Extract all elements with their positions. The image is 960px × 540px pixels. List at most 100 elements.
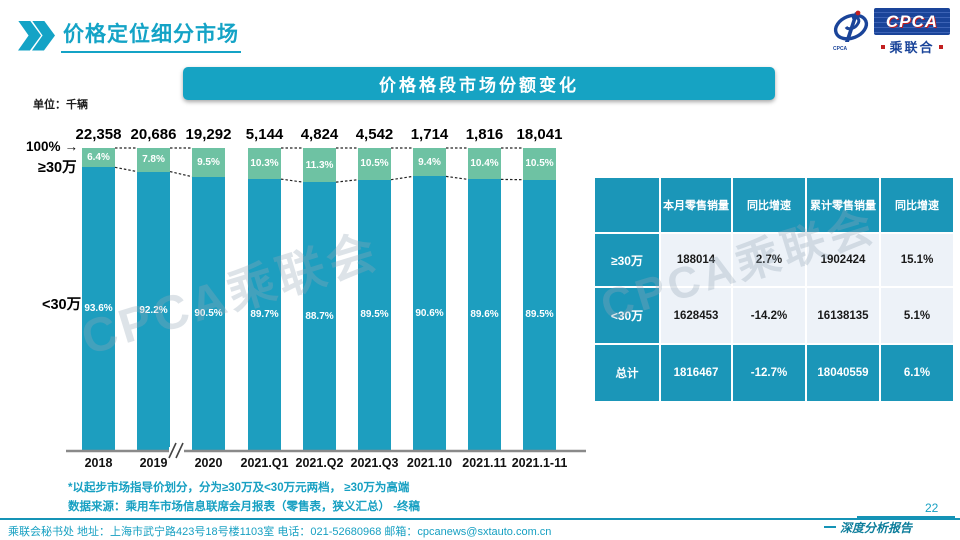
table-cell: 15.1% — [881, 234, 953, 286]
table-row-label: 总计 — [595, 345, 659, 401]
bar-segment-high: 11.3% — [303, 148, 336, 183]
segment-pct-label: 89.7% — [250, 309, 279, 321]
table-cell: 18040559 — [807, 345, 879, 401]
cpca-logo: CPCA CPCA 乘联合 — [831, 8, 950, 56]
footnote: *以起步市场指导价划分，分为≥30万及<30万元两档， ≥30万为高端 — [68, 482, 410, 494]
bar-segment-high: 10.5% — [358, 148, 391, 180]
table-header-cell: 同比增速 — [733, 178, 805, 232]
stacked-bar: 10.5% 89.5% — [358, 148, 391, 450]
stacked-bar: 6.4% 93.6% — [82, 148, 115, 450]
unit-label: 单位：千辆 — [33, 99, 88, 111]
table-cell: 1902424 — [807, 234, 879, 286]
retail-sales-table: 本月零售销量 同比增速 累计零售销量 同比增速 ≥30万 188014 2.7%… — [595, 178, 953, 401]
bar-segment-high: 7.8% — [137, 148, 170, 172]
table-header-cell: 本月零售销量 — [661, 178, 731, 232]
footnote: 数据来源：乘用车市场信息联席会月报表（零售表，狭义汇总） -终稿 — [68, 501, 421, 513]
report-title: 深度分析报告 — [840, 521, 913, 535]
x-axis-label: 2021.Q3 — [350, 456, 399, 470]
table-row-label: ≥30万 — [595, 234, 659, 286]
bar-total-label: 1,714 — [410, 126, 449, 143]
arrow-right-icon: → — [64, 139, 79, 154]
bar-total-label: 1,816 — [465, 126, 504, 143]
table-header-cell: 同比增速 — [881, 178, 953, 232]
report-dash-decor — [824, 526, 836, 528]
series-low-label: <30万 — [42, 297, 82, 313]
segment-pct-label: 10.5% — [360, 158, 389, 170]
bar-segment-low: 89.5% — [358, 179, 391, 450]
segment-pct-label: 6.4% — [87, 152, 110, 164]
stacked-bar: 7.8% 92.2% — [137, 148, 170, 450]
table-header-cell — [595, 178, 659, 232]
bar-segment-low: 93.6% — [82, 167, 115, 450]
x-axis-label: 2021.11 — [462, 456, 507, 470]
segment-pct-label: 9.5% — [197, 156, 220, 168]
bar-total-label: 22,358 — [75, 126, 122, 143]
footer-contact: 乘联会秘书处 地址：上海市武宁路423号18号楼1103室 电话：021-526… — [8, 526, 552, 538]
axis-break-icon — [169, 447, 184, 455]
bar-segment-low: 90.5% — [192, 176, 225, 450]
cpca-cn-name: 乘联合 — [881, 37, 943, 56]
page-title: 价格定位细分市场 — [61, 18, 241, 53]
bar-segment-low: 89.5% — [523, 179, 556, 450]
stacked-bar: 9.4% 90.6% — [413, 148, 446, 450]
red-square-decor — [881, 44, 886, 49]
table-cell: 16138135 — [807, 288, 879, 343]
segment-pct-label: 92.2% — [139, 305, 168, 317]
y-100-text: 100% — [26, 139, 61, 154]
bar-segment-high: 6.4% — [82, 148, 115, 168]
cpca-wordmark: CPCA — [874, 8, 950, 35]
segment-pct-label: 7.8% — [142, 154, 165, 166]
table-cell: -14.2% — [733, 288, 805, 343]
segment-pct-label: 11.3% — [305, 159, 334, 171]
cpca-emblem-icon: CPCA — [831, 8, 871, 54]
bar-total-label: 5,144 — [245, 126, 284, 143]
emblem-caption: CPCA — [833, 46, 848, 52]
table-row-label: <30万 — [595, 288, 659, 343]
bar-total-label: 4,542 — [355, 126, 394, 143]
segment-pct-label: 10.3% — [250, 158, 279, 170]
bar-total-label: 18,041 — [516, 126, 563, 143]
double-chevron-icon — [18, 20, 55, 51]
x-axis-label: 2019 — [139, 456, 168, 470]
table-cell: 5.1% — [881, 288, 953, 343]
x-axis-label: 2021.10 — [406, 456, 453, 470]
x-axis-label: 2021.1-11 — [511, 456, 568, 470]
bar-total-label: 20,686 — [130, 126, 177, 143]
cpca-cn-text: 乘联合 — [889, 40, 935, 55]
chevron-icon — [18, 20, 41, 51]
chevron-icon — [32, 20, 55, 51]
slide-header: 价格定位细分市场 — [18, 18, 241, 53]
segment-pct-label: 10.5% — [525, 158, 554, 170]
bar-segment-high: 10.5% — [523, 148, 556, 180]
table-cell: 1628453 — [661, 288, 731, 343]
table-cell: 2.7% — [733, 234, 805, 286]
page-number: 22 — [925, 501, 939, 515]
table-cell: 1816467 — [661, 345, 731, 401]
bar-segment-high: 9.5% — [192, 148, 225, 177]
bar-segment-high: 9.4% — [413, 148, 446, 177]
segment-pct-label: 90.5% — [194, 307, 223, 319]
bar-segment-low: 89.7% — [248, 179, 281, 450]
red-square-decor — [938, 44, 943, 49]
table-header-cell: 累计零售销量 — [807, 178, 879, 232]
bar-segment-low: 89.6% — [468, 179, 501, 450]
segment-pct-label: 90.6% — [415, 307, 444, 319]
segment-pct-label: 10.4% — [470, 158, 499, 170]
segment-pct-label: 89.6% — [470, 309, 499, 321]
x-axis-label: 2018 — [84, 456, 113, 470]
y-axis-100-label: 100% → — [26, 139, 78, 154]
x-axis-label: 2021.Q2 — [295, 456, 344, 470]
stacked-bar: 10.5% 89.5% — [523, 148, 556, 450]
bar-segment-high: 10.3% — [248, 148, 281, 180]
segment-pct-label: 89.5% — [360, 309, 389, 321]
footer-divider — [0, 518, 960, 520]
stacked-bar: 11.3% 88.7% — [303, 148, 336, 450]
bar-total-label: 4,824 — [300, 126, 339, 143]
x-axis-label: 2020 — [194, 456, 223, 470]
bar-segment-low: 90.6% — [413, 176, 446, 450]
segment-pct-label: 9.4% — [418, 156, 441, 168]
series-high-label: ≥30万 — [38, 160, 77, 176]
table-cell: 188014 — [661, 234, 731, 286]
chart-title-banner: 价格格段市场份额变化 — [183, 67, 775, 100]
